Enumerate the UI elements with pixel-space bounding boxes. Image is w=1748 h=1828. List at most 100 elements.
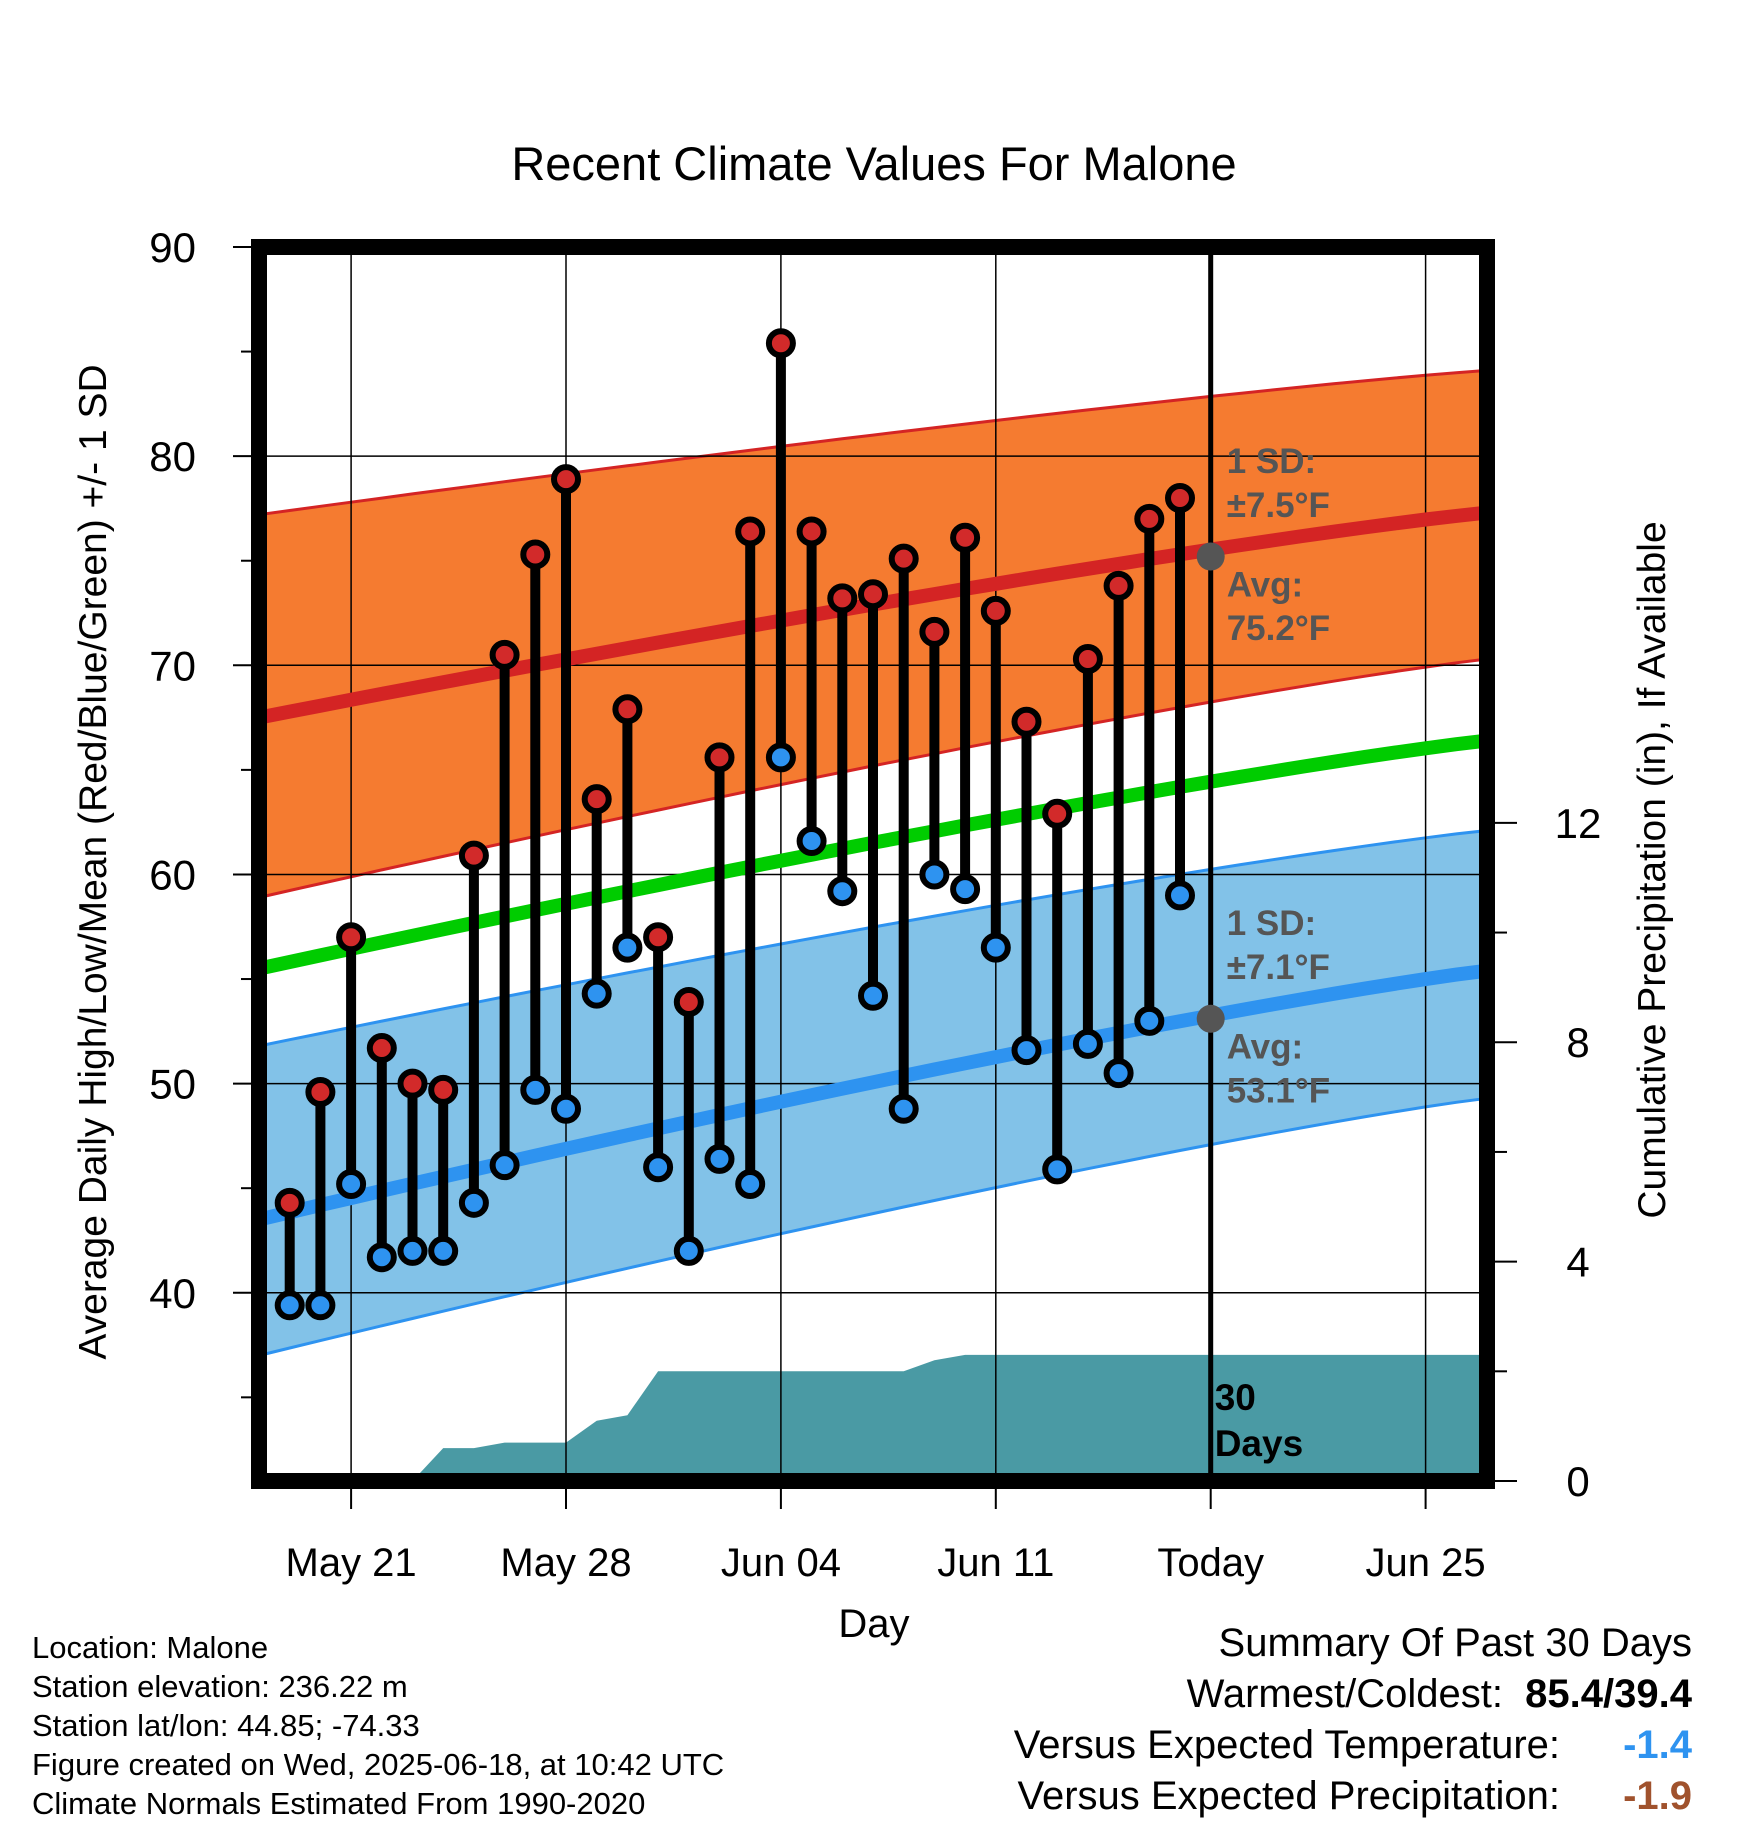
y2-tick-label: 4	[1566, 1239, 1589, 1286]
daily-high-point	[888, 543, 919, 574]
daily-high-point	[1134, 503, 1165, 534]
info-elevation: Station elevation: 236.22 m	[32, 1669, 408, 1704]
daily-low-point	[735, 1169, 766, 1200]
y2-tick-label: 8	[1566, 1019, 1589, 1066]
daily-low-point	[458, 1187, 489, 1218]
daily-high-point	[827, 583, 858, 614]
daily-low-point	[305, 1290, 336, 1321]
daily-low-point	[858, 980, 888, 1011]
daily-low-point	[520, 1074, 551, 1105]
y-tick-label: 70	[149, 642, 196, 689]
daily-high-point	[1103, 570, 1134, 601]
summary-warmest-row: Warmest/Coldest: 85.4/39.4	[1014, 1669, 1692, 1720]
x-tick-label: Jun 11	[937, 1541, 1054, 1585]
daily-low-point	[704, 1143, 735, 1174]
daily-low-point	[428, 1235, 459, 1266]
high-avg-label: Avg:	[1227, 565, 1303, 604]
y-tick-label: 60	[149, 851, 196, 898]
today-low-avg-marker	[1196, 1004, 1225, 1033]
daily-low-point	[274, 1290, 305, 1321]
daily-low-point	[1011, 1035, 1042, 1066]
high-sd-value: ±7.5°F	[1227, 486, 1330, 525]
info-latlon: Station lat/lon: 44.85; -74.33	[32, 1708, 420, 1743]
low-avg-value: 53.1°F	[1227, 1071, 1331, 1110]
daily-high-point	[1011, 706, 1042, 737]
daily-low-point	[919, 859, 950, 890]
daily-high-point	[551, 464, 581, 495]
versus-precip-value: -1.9	[1623, 1774, 1692, 1818]
daily-high-point	[673, 987, 704, 1018]
daily-high-point	[1042, 798, 1073, 829]
daily-high-point	[643, 922, 674, 953]
daily-low-point	[366, 1242, 397, 1273]
daily-low-point	[643, 1152, 674, 1183]
daily-low-point	[980, 932, 1011, 963]
daily-high-point	[581, 784, 612, 815]
plot-area: 1 SD: ±7.5°F Avg: 75.2°F 1 SD: ±7.1°F Avg: 53.1…	[149, 224, 1601, 1585]
daily-high-point	[489, 639, 520, 670]
x-tick-label: Jun 04	[721, 1541, 841, 1585]
warmest-value: 85.4/39.4	[1525, 1672, 1692, 1716]
y-tick-label: 80	[149, 433, 196, 480]
daily-high-point	[336, 922, 367, 953]
low-band-lower-edge	[258, 1096, 1488, 1357]
daily-high-point	[305, 1076, 336, 1107]
today-high-avg-marker	[1196, 542, 1225, 571]
daily-low-point	[1165, 880, 1195, 911]
daily-high-point	[428, 1074, 459, 1105]
low-mean-line	[257, 963, 1488, 1227]
x-tick-label: May 28	[500, 1541, 631, 1585]
y-tick-label: 90	[149, 224, 196, 271]
high-band-upper-edge	[258, 368, 1488, 517]
daily-high-point	[735, 516, 766, 547]
daily-low-point	[336, 1169, 367, 1200]
plot-frame	[251, 239, 1495, 1489]
summary-precip-row: Versus Expected Precipitation: -1.9	[1014, 1771, 1692, 1822]
y2-tick-label: 0	[1566, 1458, 1589, 1505]
daily-high-point	[1072, 644, 1103, 675]
low-sd-value: ±7.1°F	[1227, 948, 1330, 987]
info-normals: Climate Normals Estimated From 1990-2020	[32, 1786, 646, 1821]
daily-low-point	[397, 1235, 428, 1266]
y-axis-label: Average Daily High/Low/Mean (Red/Blue/Gr…	[72, 364, 115, 1359]
daily-low-point	[827, 876, 858, 907]
summary-panel: Summary Of Past 30 Days Warmest/Coldest:…	[1014, 1618, 1692, 1822]
low-avg-label: Avg:	[1227, 1028, 1303, 1067]
x-tick-label: Today	[1157, 1541, 1264, 1585]
daily-low-point	[489, 1150, 520, 1181]
versus-temp-value: -1.4	[1623, 1723, 1692, 1767]
daily-low-point	[673, 1235, 704, 1266]
daily-low-point	[1103, 1058, 1134, 1089]
summary-title: Summary Of Past 30 Days	[1218, 1621, 1692, 1665]
daily-high-point	[980, 595, 1011, 626]
low-sd-label: 1 SD:	[1227, 904, 1316, 943]
y2-axis-label: Cumulative Precipitation (in), If Availa…	[1631, 521, 1674, 1218]
daily-low-point	[612, 932, 643, 963]
warmest-label: Warmest/Coldest:	[1186, 1672, 1503, 1716]
daily-low-point	[765, 742, 796, 773]
x-axis-label: Day	[838, 1602, 909, 1646]
y2-tick-label: 12	[1555, 800, 1602, 847]
daily-low-point	[551, 1093, 581, 1124]
daily-high-point	[858, 579, 888, 610]
daily-high-point	[704, 742, 735, 773]
daily-high-point	[765, 328, 796, 359]
info-created: Figure created on Wed, 2025-06-18, at 10…	[32, 1747, 725, 1782]
y-tick-label: 40	[149, 1270, 196, 1317]
daily-low-point	[1042, 1154, 1073, 1185]
daily-high-point	[520, 539, 551, 570]
daily-low-point	[1072, 1028, 1103, 1059]
versus-precip-label: Versus Expected Precipitation:	[1017, 1774, 1560, 1818]
high-sd-label: 1 SD:	[1227, 442, 1316, 481]
info-location: Location: Malone	[32, 1630, 269, 1665]
chart-title: Recent Climate Values For Malone	[511, 137, 1236, 190]
daily-low-point	[796, 825, 827, 856]
x-tick-label: Jun 25	[1366, 1541, 1486, 1585]
y-tick-label: 50	[149, 1061, 196, 1108]
daily-high-point	[366, 1033, 397, 1064]
daily-high-point	[274, 1187, 305, 1218]
daily-low-point	[888, 1093, 919, 1124]
daily-high-point	[1165, 482, 1195, 513]
daily-low-point	[581, 978, 612, 1009]
